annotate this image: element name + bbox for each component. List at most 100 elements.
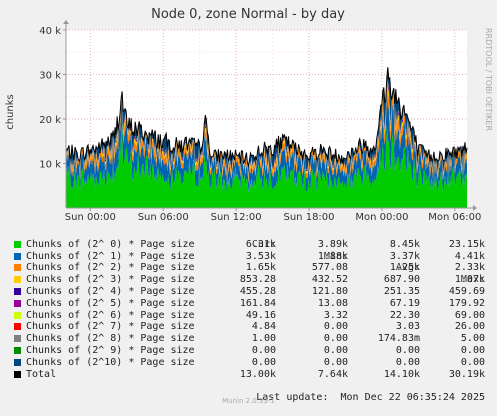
legend-label: Total (26, 368, 57, 380)
legend-max: 5.00 (460, 333, 485, 345)
legend-row: Chunks of (2^ 2) * Page size 1.65k 577.08 1… (13, 262, 491, 274)
legend-min: 1.88k (317, 250, 348, 262)
legend-cur: 853.28 (239, 274, 276, 286)
header-avg: Avg: (395, 262, 420, 274)
legend-avg: 687.90 (383, 274, 420, 286)
x-axis-arrow (473, 205, 477, 211)
legend-min: 3.32 (323, 309, 348, 321)
legend-swatch (14, 299, 21, 307)
header-cur: Cur: (251, 238, 276, 250)
legend-row: Total 13.00k 7.64k 14.10k 30.19k (13, 369, 491, 381)
legend-swatch (14, 276, 21, 284)
legend-label: Chunks of (2^10) * Page size (26, 356, 195, 368)
legend-min: 13.08 (317, 297, 348, 309)
legend-row: Chunks of (2^ 1) * Page size 3.53k 1.88k 3.… (13, 251, 491, 263)
legend-avg: 14.10k (383, 368, 420, 380)
legend-max: 2.33k (454, 262, 485, 274)
legend-min: 432.52 (311, 274, 348, 286)
y-ticks: 10 k 20 k 30 k 40 k (39, 26, 66, 171)
axes (63, 20, 477, 211)
legend-max: 23.15k (448, 238, 485, 250)
legend-rows: Chunks of (2^ 0) * Page size 6.31k 3.89k 8.… (13, 239, 491, 381)
header-max: Max: (460, 274, 485, 286)
legend-label: Chunks of (2^ 5) * Page size (26, 297, 195, 309)
legend-row: Chunks of (2^ 9) * Page size 0.00 0.00 0.00… (13, 345, 491, 357)
area-10 (66, 67, 467, 176)
legend-avg: 8.45k (389, 238, 420, 250)
legend-label: Chunks of (2^ 7) * Page size (26, 321, 195, 333)
legend-label: Chunks of (2^ 9) * Page size (26, 344, 195, 356)
legend-swatch (14, 264, 21, 272)
legend-avg: 1.25k (389, 262, 420, 274)
legend-min: 7.64k (317, 368, 348, 380)
legend-avg: 67.19 (389, 297, 420, 309)
header-min: Min: (323, 250, 348, 262)
legend-max: 4.41k (454, 250, 485, 262)
y-tick-label: 30 k (39, 71, 61, 82)
legend-max: 30.19k (448, 368, 485, 380)
footer-version: Munin 2.0.33-1 (222, 397, 275, 405)
legend-min: 577.08 (311, 262, 348, 274)
x-tick-label: Sun 12:00 (211, 212, 262, 223)
x-tick-label: Sun 18:00 (284, 212, 335, 223)
total-line (65, 67, 468, 167)
legend-avg: 22.30 (389, 309, 420, 321)
legend-label: Chunks of (2^ 2) * Page size (26, 262, 195, 274)
legend-min: 0.00 (323, 321, 348, 333)
legend-swatch (14, 240, 21, 248)
legend-label: Chunks of (2^ 3) * Page size (26, 274, 195, 286)
legend-cur: 0.00 (251, 356, 276, 368)
legend-max: 0.00 (460, 344, 485, 356)
legend-max: 459.69 (448, 285, 485, 297)
legend-swatch (14, 335, 21, 343)
legend-avg: 0.00 (395, 356, 420, 368)
x-tick-label: Mon 06:00 (428, 212, 481, 223)
legend-label: Chunks of (2^ 4) * Page size (26, 285, 195, 297)
legend-min: 0.00 (323, 356, 348, 368)
area-0 (66, 124, 467, 208)
legend-max: 1.07k (454, 274, 485, 286)
legend-avg: 3.37k (389, 250, 420, 262)
x-tick-label: Sun 00:00 (65, 212, 116, 223)
legend-swatch (14, 346, 21, 354)
last-update: Last update: Mon Dec 22 06:35:24 2025 (256, 392, 485, 404)
legend-min: 121.80 (311, 285, 348, 297)
legend-swatch (14, 287, 21, 295)
legend-header-row: Cur: Min: Avg: Max: (13, 227, 491, 285)
area-series (65, 67, 468, 208)
legend-swatch (14, 358, 21, 366)
legend-row: Chunks of (2^ 4) * Page size 455.28 121.80… (13, 286, 491, 298)
legend-min: 0.00 (323, 344, 348, 356)
legend-cur: 4.84 (251, 321, 276, 333)
last-update-row: Last update: Mon Dec 22 06:35:24 2025 (13, 380, 491, 403)
legend-max: 69.00 (454, 309, 485, 321)
legend-cur: 0.00 (251, 344, 276, 356)
legend-avg: 251.35 (383, 285, 420, 297)
area-1 (66, 92, 467, 194)
legend-cur: 1.00 (251, 333, 276, 345)
legend-cur: 161.84 (239, 297, 276, 309)
legend-cur: 49.16 (245, 309, 276, 321)
legend-min: 3.89k (317, 238, 348, 250)
legend-avg: 3.03 (395, 321, 420, 333)
legend-label: Chunks of (2^ 0) * Page size (26, 238, 195, 250)
legend-cur: 1.65k (245, 262, 276, 274)
x-ticks: Sun 00:00 Sun 06:00 Sun 12:00 Sun 18:00 Mon … (65, 208, 481, 223)
y-tick-label: 20 k (39, 115, 61, 126)
legend-avg: 0.00 (395, 344, 420, 356)
area-2 (66, 80, 467, 183)
y-axis-arrow (63, 20, 69, 24)
legend-cur: 3.53k (245, 250, 276, 262)
side-credit-label: RRDTOOL / TOBI OETIKER (484, 28, 493, 131)
area-3 (66, 77, 467, 180)
legend-min: 0.00 (323, 333, 348, 345)
legend-label: Chunks of (2^ 1) * Page size (26, 250, 195, 262)
legend-row: Chunks of (2^ 8) * Page size 1.00 0.00 174.… (13, 333, 491, 345)
y-tick-label: 10 k (39, 160, 61, 171)
legend-max: 179.92 (448, 297, 485, 309)
legend-row: Chunks of (2^ 3) * Page size 853.28 432.52… (13, 274, 491, 286)
legend: Cur: Min: Avg: Max: Chunks of (2^ 0) * P… (13, 227, 491, 403)
legend-cur: 455.28 (239, 285, 276, 297)
legend-swatch (14, 323, 21, 331)
